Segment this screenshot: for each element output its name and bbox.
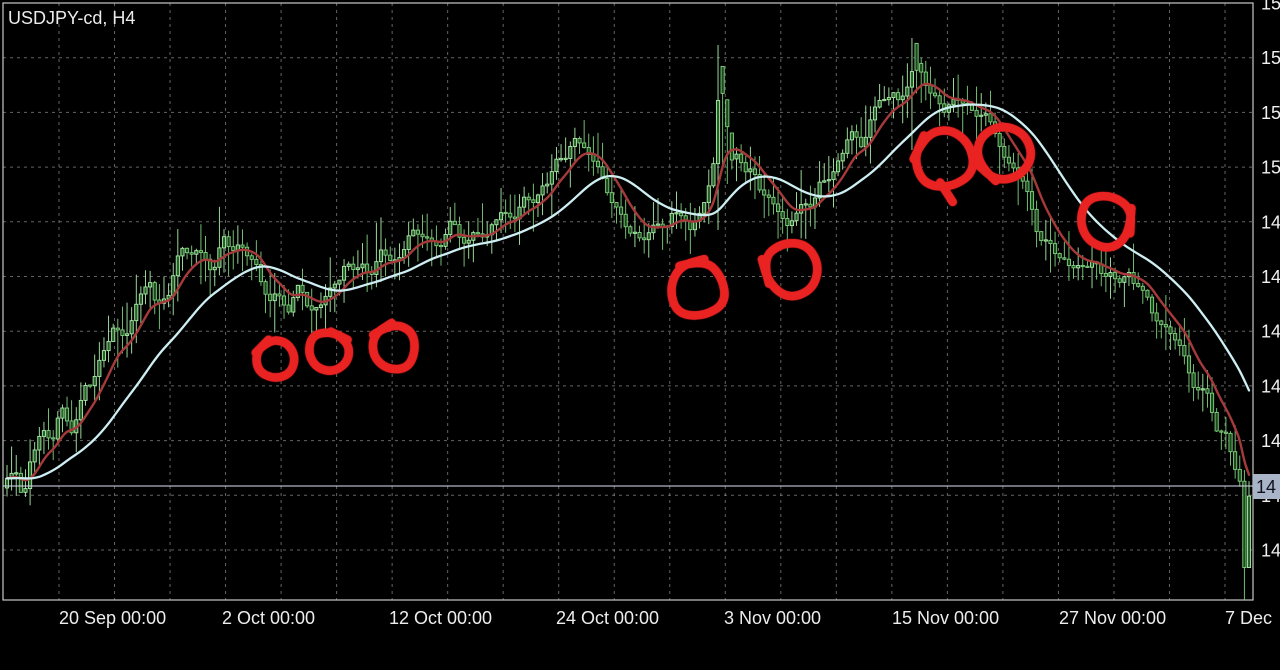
svg-text:15: 15 xyxy=(1261,158,1280,178)
svg-text:15: 15 xyxy=(1261,0,1280,14)
svg-text:24 Oct 00:00: 24 Oct 00:00 xyxy=(556,608,659,628)
svg-text:14: 14 xyxy=(1261,376,1280,396)
svg-text:15: 15 xyxy=(1261,103,1280,123)
svg-text:20 Sep 00:00: 20 Sep 00:00 xyxy=(59,608,166,628)
svg-text:15: 15 xyxy=(1261,48,1280,68)
svg-text:14: 14 xyxy=(1261,541,1280,561)
svg-text:15 Nov 00:00: 15 Nov 00:00 xyxy=(892,608,999,628)
svg-text:7 Dec: 7 Dec xyxy=(1225,608,1272,628)
svg-text:27 Nov 00:00: 27 Nov 00:00 xyxy=(1059,608,1166,628)
svg-text:14: 14 xyxy=(1261,267,1280,287)
svg-text:2 Oct 00:00: 2 Oct 00:00 xyxy=(222,608,315,628)
svg-text:14: 14 xyxy=(1256,477,1276,497)
svg-text:14: 14 xyxy=(1261,322,1280,342)
svg-text:USDJPY-cd, H4: USDJPY-cd, H4 xyxy=(8,8,135,28)
svg-text:12 Oct 00:00: 12 Oct 00:00 xyxy=(389,608,492,628)
svg-text:14: 14 xyxy=(1261,212,1280,232)
svg-text:3 Nov 00:00: 3 Nov 00:00 xyxy=(724,608,821,628)
svg-text:14: 14 xyxy=(1261,431,1280,451)
